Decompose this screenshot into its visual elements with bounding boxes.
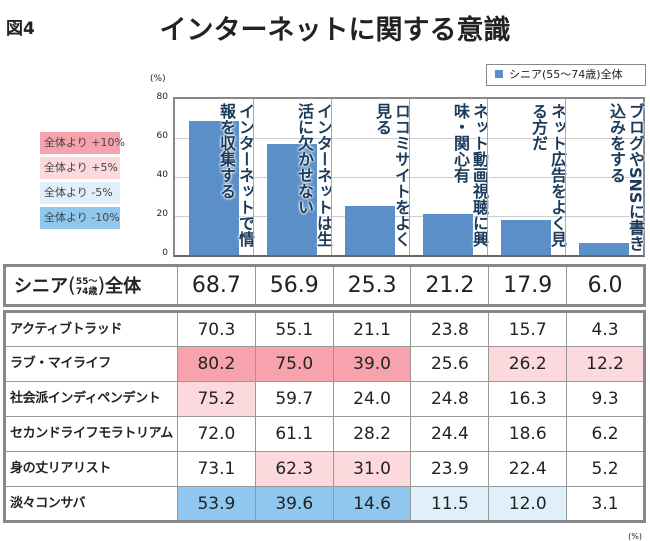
category-label: ネット広告をよく見る方だ — [529, 103, 567, 247]
table-cell: 24.0 — [332, 381, 412, 417]
age-range: 55〜 74歳 — [76, 277, 98, 297]
table-row: アクティブトラッド 70.3 55.1 21.1 23.8 15.7 4.3 — [4, 311, 645, 347]
table-cell: 75.2 — [177, 381, 256, 417]
table-cell: 70.3 — [177, 311, 256, 347]
plot-area: インターネットで情報を収集する インターネットは生活に欠かせない ロコミサイトをよく… — [173, 97, 645, 257]
table-cell: 59.7 — [254, 381, 334, 417]
table-cell: 15.7 — [488, 311, 568, 347]
table-row: 社会派インディペンデント 75.2 59.7 24.0 24.8 16.3 9.3 — [4, 381, 645, 417]
y-tick-label: 0 — [162, 248, 168, 258]
table-cell: 4.3 — [566, 311, 645, 347]
total-value: 25.3 — [332, 265, 412, 306]
color-key-item: 全体より -10% — [40, 207, 120, 229]
column-divider — [487, 99, 488, 255]
table-cell: 53.9 — [177, 486, 256, 522]
column-divider — [331, 99, 332, 255]
column-divider — [409, 99, 410, 255]
segment-table: アクティブトラッド 70.3 55.1 21.1 23.8 15.7 4.3 ラブ・マイライフ… — [3, 310, 646, 523]
legend-swatch — [495, 70, 503, 78]
table-cell: 12.2 — [566, 346, 645, 382]
table-cell: 23.9 — [410, 451, 490, 487]
bar — [189, 121, 239, 255]
table-cell: 62.3 — [254, 451, 334, 487]
table-cell: 39.6 — [254, 486, 334, 522]
table-row: セカンドライフモラトリアム 72.0 61.1 28.2 24.4 18.6 6.2 — [4, 416, 645, 452]
table-cell: 16.3 — [488, 381, 568, 417]
row-label: 淡々コンサバ — [4, 486, 178, 522]
table-cell: 80.2 — [177, 346, 256, 382]
table-row: 身の丈リアリスト 73.1 62.3 31.0 23.9 22.4 5.2 — [4, 451, 645, 487]
table-cell: 24.4 — [410, 416, 490, 452]
age-bottom: 74歳 — [75, 286, 98, 297]
row-label: 社会派インディペンデント — [4, 381, 178, 417]
table-cell: 55.1 — [254, 311, 334, 347]
row-label: アクティブトラッド — [4, 311, 178, 347]
table-cell: 73.1 — [177, 451, 256, 487]
table-row: 淡々コンサバ 53.9 39.6 14.6 11.5 12.0 3.1 — [4, 486, 645, 522]
total-row-table: シニア(55〜 74歳)全体 68.7 56.9 25.3 21.2 17.9 6.0 — [3, 264, 646, 307]
bar — [345, 205, 395, 255]
table-cell: 9.3 — [566, 381, 645, 417]
bar — [423, 213, 473, 255]
table-row: ラブ・マイライフ 80.2 75.0 39.0 25.6 26.2 12.2 — [4, 346, 645, 382]
category-label: ネット動画視聴に興味・関心有 — [451, 103, 489, 247]
row-label: セカンドライフモラトリアム — [4, 416, 178, 452]
table-cell: 23.8 — [410, 311, 490, 347]
total-value: 17.9 — [488, 265, 568, 306]
table-cell: 6.2 — [566, 416, 645, 452]
y-tick-label: 40 — [156, 170, 168, 180]
category-label: インターネットで情報を収集する — [217, 103, 255, 247]
table-cell: 31.0 — [332, 451, 412, 487]
table-cell: 22.4 — [488, 451, 568, 487]
total-value: 21.2 — [410, 265, 490, 306]
color-key-item: 全体より +10% — [40, 132, 125, 154]
y-axis-unit: (%) — [150, 74, 166, 84]
bar — [267, 144, 317, 255]
total-value: 68.7 — [177, 265, 256, 306]
bar — [501, 220, 551, 255]
color-key-item: 全体より -5% — [40, 182, 120, 204]
legend-label: シニア(55〜74歳)全体 — [509, 68, 623, 81]
bar — [579, 243, 629, 255]
total-value: 56.9 — [254, 265, 334, 306]
category-label: ロコミサイトをよく見る — [373, 103, 411, 247]
label-main: シニア — [14, 275, 68, 297]
total-value: 6.0 — [566, 265, 645, 306]
label-suffix: 全体 — [105, 275, 142, 297]
total-row: シニア(55〜 74歳)全体 68.7 56.9 25.3 21.2 17.9 6.0 — [4, 265, 645, 306]
table-cell: 12.0 — [488, 486, 568, 522]
category-label: ブログやSNSに書き込みをする — [607, 103, 645, 252]
footer-unit: (%) — [628, 532, 642, 541]
column-divider — [253, 99, 254, 255]
table-cell: 5.2 — [566, 451, 645, 487]
table-cell: 72.0 — [177, 416, 256, 452]
figure-label: 図4 — [6, 19, 35, 39]
chart-title: インターネットに関する意識 — [159, 15, 511, 46]
table-cell: 14.6 — [332, 486, 412, 522]
table-cell: 3.1 — [566, 486, 645, 522]
table-cell: 18.6 — [488, 416, 568, 452]
table-cell: 75.0 — [254, 346, 334, 382]
total-row-label: シニア(55〜 74歳)全体 — [4, 265, 178, 306]
age-top: 55〜 — [75, 276, 98, 287]
column-divider — [565, 99, 566, 255]
table-cell: 39.0 — [332, 346, 412, 382]
legend: シニア(55〜74歳)全体 — [486, 64, 646, 86]
table-cell: 28.2 — [332, 416, 412, 452]
table-cell: 24.8 — [410, 381, 490, 417]
category-label: インターネットは生活に欠かせない — [295, 103, 333, 247]
table-cell: 26.2 — [488, 346, 568, 382]
table-cell: 11.5 — [410, 486, 490, 522]
y-tick-label: 20 — [156, 209, 168, 219]
table-cell: 21.1 — [332, 311, 412, 347]
table-cell: 61.1 — [254, 416, 334, 452]
row-label: ラブ・マイライフ — [4, 346, 178, 382]
y-tick-label: 60 — [156, 131, 168, 141]
color-key-item: 全体より +5% — [40, 157, 120, 179]
table-cell: 25.6 — [410, 346, 490, 382]
row-label: 身の丈リアリスト — [4, 451, 178, 487]
y-tick-label: 80 — [156, 92, 168, 102]
